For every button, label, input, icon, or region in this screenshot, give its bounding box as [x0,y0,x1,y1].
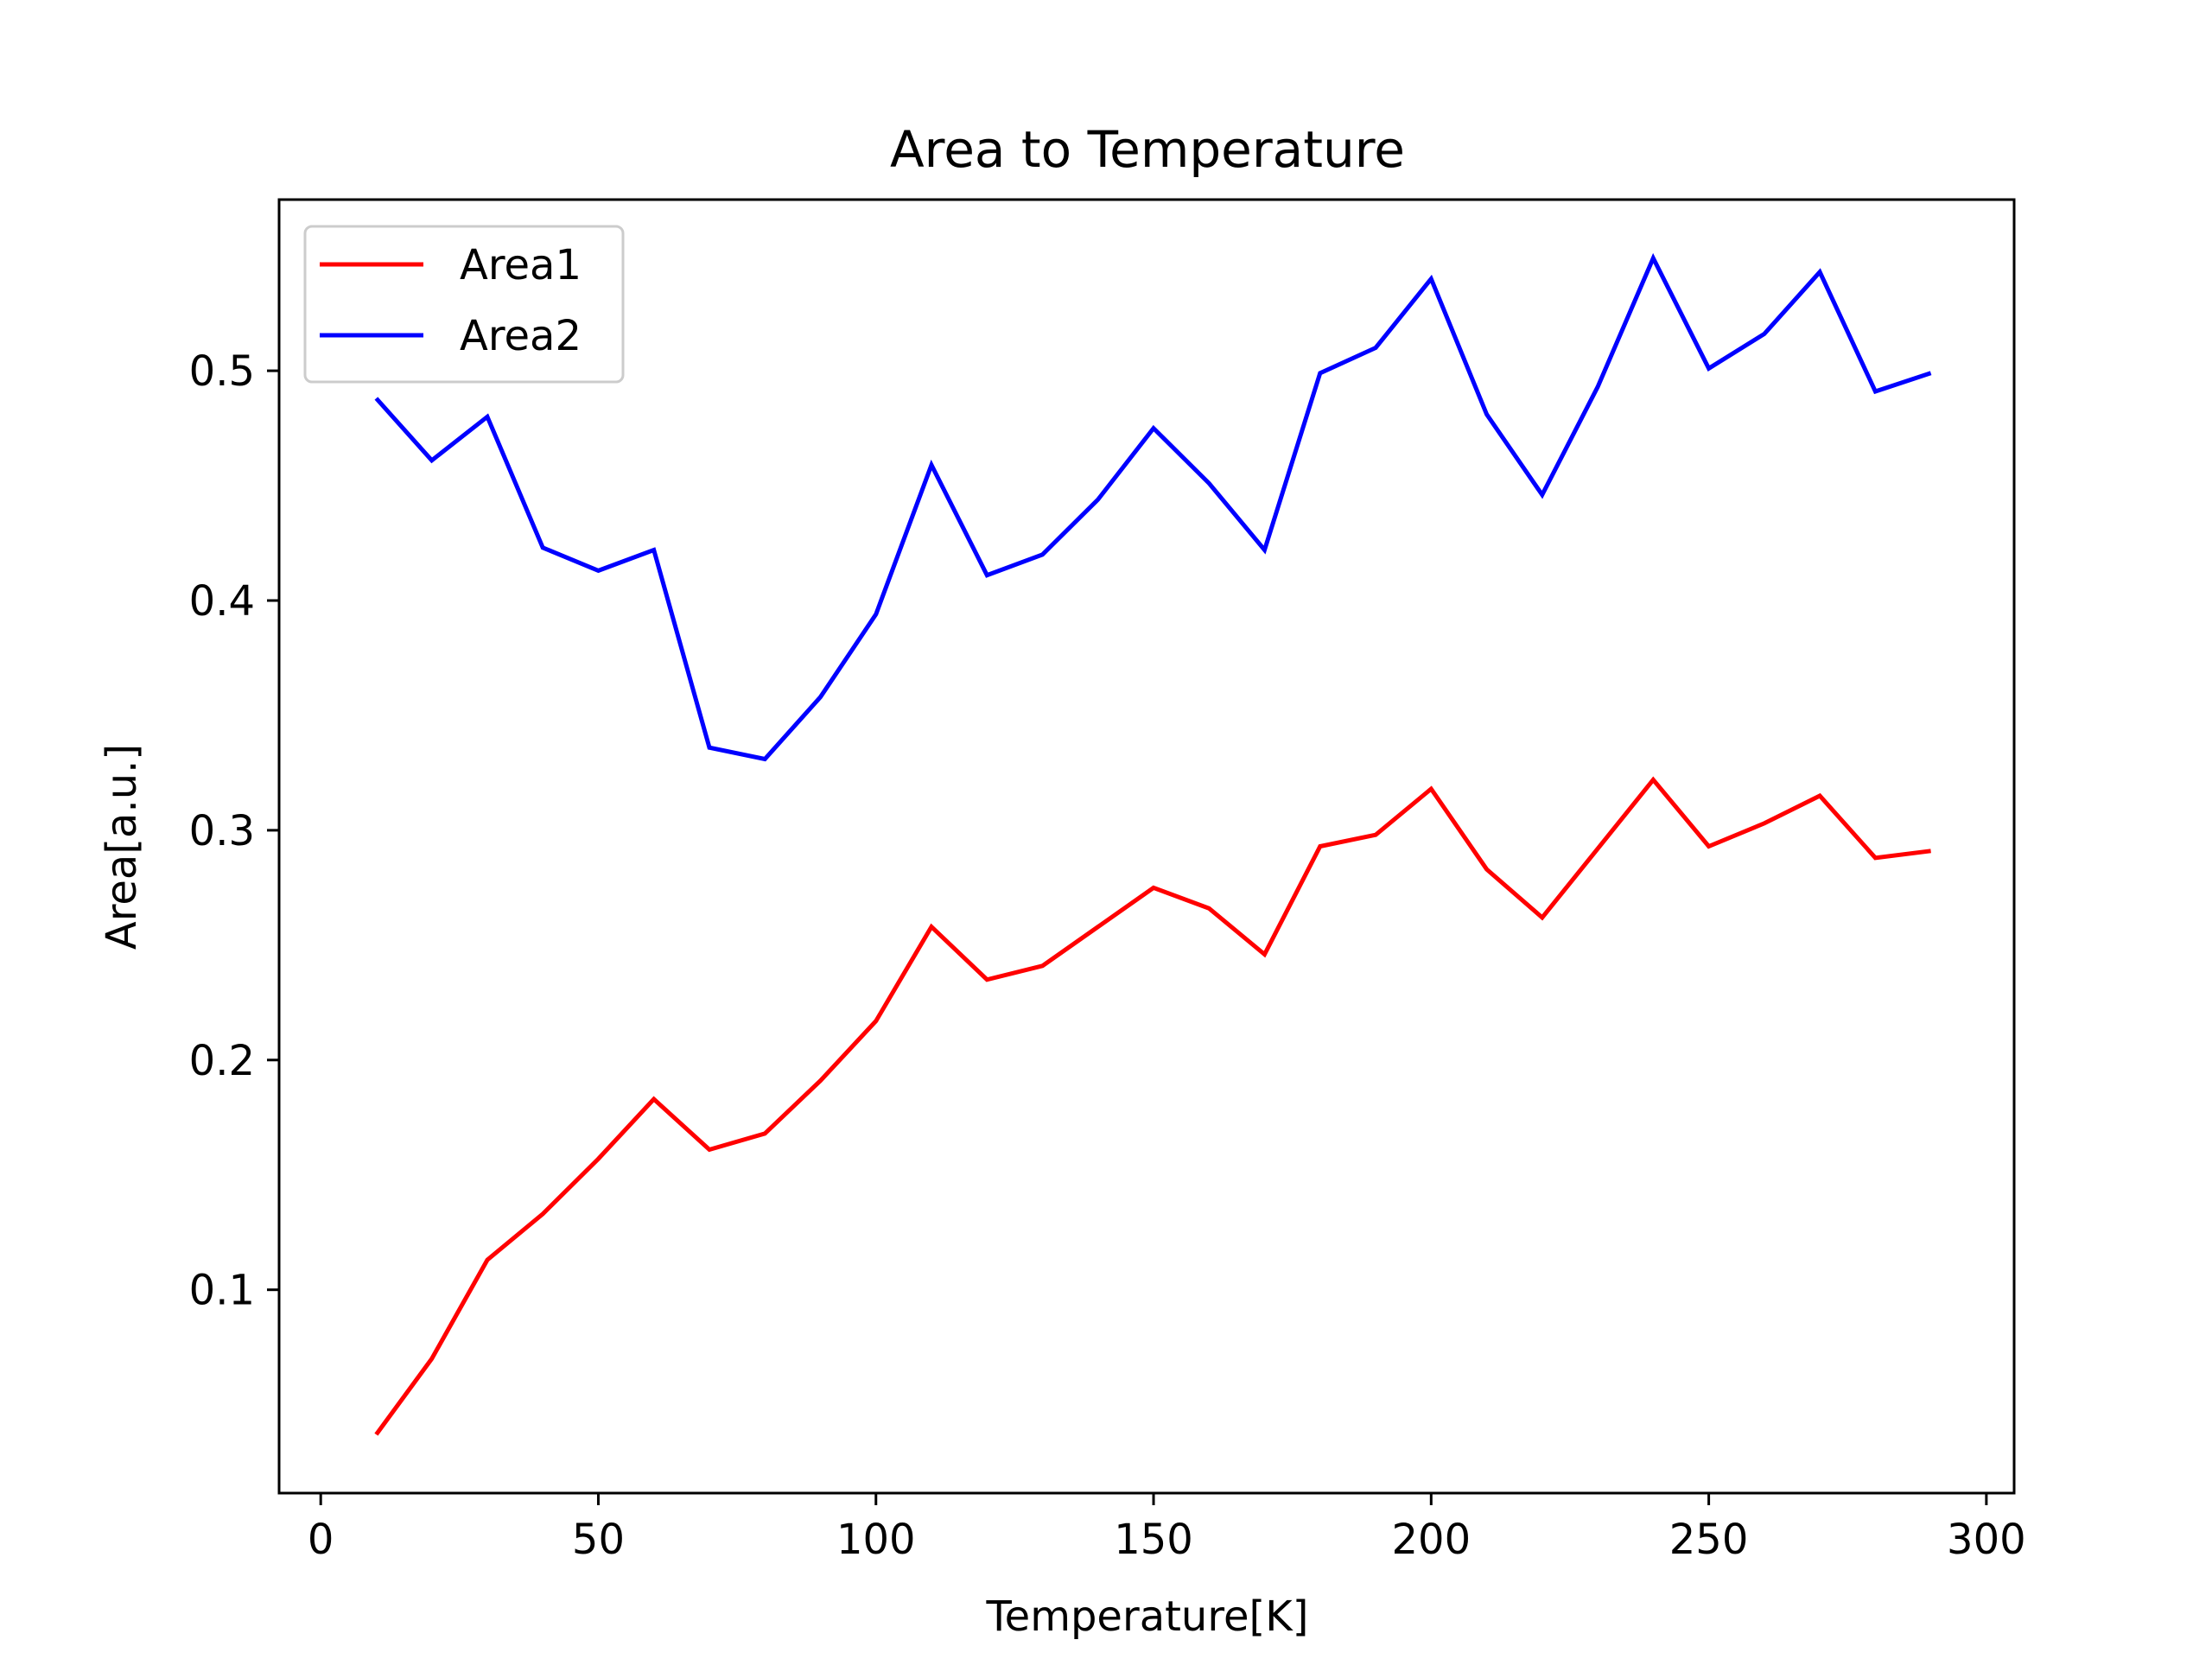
x-tick-label: 50 [572,1516,625,1564]
legend: Area1 Area2 [303,225,625,384]
x-tick-label: 200 [1391,1516,1471,1564]
x-axis-ticks: 0 50 100 150 200 250 300 [308,1493,2026,1564]
plot-frame [277,198,2016,1495]
y-tick-label: 0.1 [189,1267,255,1315]
x-tick-label: 150 [1114,1516,1193,1564]
legend-label-area1: Area1 [460,241,582,289]
series-lines [374,252,1932,1436]
y-tick-label: 0.2 [189,1037,255,1085]
x-tick-label: 100 [836,1516,916,1564]
series-line-area2 [374,252,1932,762]
y-tick-label: 0.5 [189,347,255,396]
x-tick-label: 300 [1947,1516,2026,1564]
y-axis-ticks: 0.1 0.2 0.3 0.4 0.5 [189,347,279,1315]
x-axis-label: Temperature[K] [986,1592,1309,1641]
series-line-area1 [374,776,1931,1436]
x-tick-label: 250 [1669,1516,1749,1564]
y-axis-label: Area[a.u.] [98,744,146,950]
legend-label-area2: Area2 [460,312,582,360]
chart-title: Area to Temperature [890,120,1405,179]
x-tick-label: 0 [308,1516,334,1564]
y-tick-label: 0.3 [189,807,255,855]
y-tick-label: 0.4 [189,577,255,626]
